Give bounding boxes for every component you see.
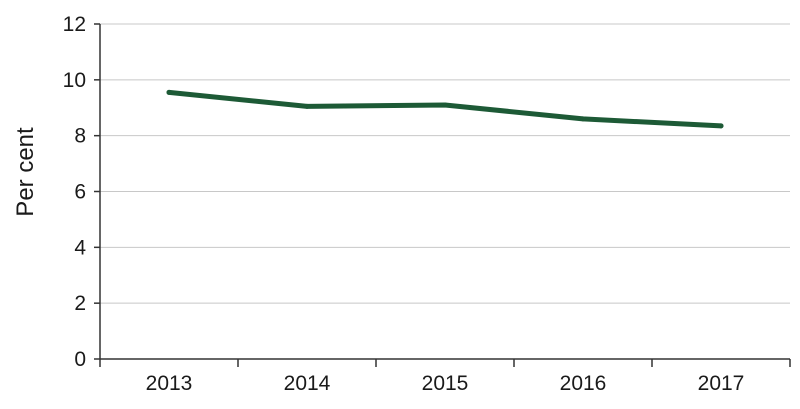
series-line-0	[166, 89, 724, 129]
y-tick-label: 8	[74, 125, 86, 148]
x-tick-label: 2017	[698, 372, 745, 395]
data-point-2015	[442, 102, 448, 108]
x-tick-label: 2013	[146, 372, 193, 395]
x-tick-label: 2014	[284, 372, 331, 395]
data-point-2017	[718, 123, 724, 129]
data-point-2014	[304, 103, 310, 109]
y-tick-label: 6	[74, 181, 86, 204]
y-tick-label: 0	[74, 348, 86, 371]
y-tick-label: 10	[63, 69, 86, 92]
gridlines	[100, 23, 790, 304]
y-tick-label: 4	[74, 236, 86, 259]
series-group	[166, 89, 724, 129]
data-point-2013	[166, 89, 172, 95]
x-tick-label: 2016	[560, 372, 607, 395]
y-tick-label: 2	[74, 292, 86, 315]
y-axis-title: Per cent	[12, 127, 39, 217]
x-tick-labels: 2013 2014 2015 2016 2017	[99, 359, 791, 395]
data-point-2016	[580, 116, 586, 122]
y-tick-label: 12	[63, 13, 86, 36]
x-tick-label: 2015	[422, 372, 469, 395]
y-tick-labels: 0 2 4 6 8 10 12	[63, 13, 100, 371]
